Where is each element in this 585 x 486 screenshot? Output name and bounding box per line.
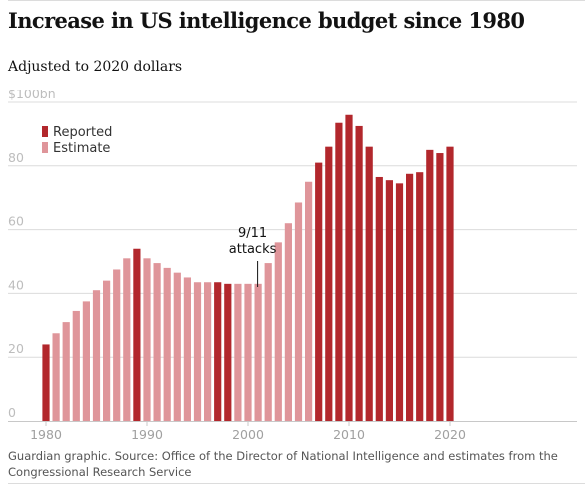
y-tick-label: 80 xyxy=(8,150,24,165)
bar-estimate xyxy=(254,283,262,421)
bar-estimate xyxy=(143,258,151,421)
bar-reported xyxy=(42,344,50,421)
bar-reported xyxy=(395,183,404,421)
chart-title: Increase in US intelligence budget since… xyxy=(8,8,525,33)
bar-reported xyxy=(375,176,383,421)
bar-estimate xyxy=(244,283,252,421)
x-axis-ticks: 1980 1990 2000 2010 2020 xyxy=(30,421,466,442)
y-tick-label: 40 xyxy=(8,277,24,292)
top-rule xyxy=(8,0,585,1)
bar-reported xyxy=(355,125,363,422)
y-tick-label: 20 xyxy=(8,341,24,356)
bar-reported xyxy=(436,153,444,421)
x-tick-label: 1980 xyxy=(30,427,62,442)
chart-subtitle: Adjusted to 2020 dollars xyxy=(8,59,183,75)
x-tick-label: 2010 xyxy=(333,427,365,442)
bar-reported xyxy=(385,180,393,421)
bars xyxy=(42,114,454,422)
bar-estimate xyxy=(103,280,111,421)
bar-reported xyxy=(416,172,424,421)
legend-swatch-reported xyxy=(42,126,48,137)
annotation-text: 9/11 xyxy=(238,226,267,241)
legend-swatch-estimate xyxy=(42,142,48,153)
bar-estimate xyxy=(123,258,131,421)
bar-estimate xyxy=(234,283,242,421)
legend-label-estimate: Estimate xyxy=(53,141,110,156)
y-tick-label: 0 xyxy=(8,405,16,420)
bar-estimate xyxy=(294,202,303,421)
bar-reported xyxy=(426,149,434,421)
bar-estimate xyxy=(92,290,101,421)
y-tick-label: $100bn xyxy=(8,90,56,101)
bar-estimate xyxy=(52,333,60,421)
bar-estimate xyxy=(274,242,282,421)
bar-estimate xyxy=(72,310,80,421)
bar-chart: 0 20 40 60 80 $100bn 1980 1990 2000 2010 2020 Rep… xyxy=(8,90,577,442)
bar-reported xyxy=(224,283,232,421)
bar-estimate xyxy=(284,223,292,421)
bar-reported xyxy=(406,173,414,421)
x-tick-label: 1990 xyxy=(131,427,163,442)
bar-reported xyxy=(214,282,222,421)
bar-estimate xyxy=(305,181,313,421)
x-tick-label: 2000 xyxy=(232,427,264,442)
bar-reported xyxy=(315,162,323,422)
bar-estimate xyxy=(153,263,161,421)
bar-estimate xyxy=(264,263,272,421)
source-note: Guardian graphic. Source: Office of the … xyxy=(8,449,558,479)
bar-reported xyxy=(325,146,333,421)
gridlines xyxy=(8,101,577,422)
bar-reported xyxy=(335,122,343,422)
bar-estimate xyxy=(163,267,171,421)
bar-estimate xyxy=(113,269,121,421)
bottom-rule xyxy=(8,483,585,484)
legend-label-reported: Reported xyxy=(53,125,112,140)
bar-estimate xyxy=(183,277,191,421)
y-axis-ticks: 0 20 40 60 80 $100bn xyxy=(8,90,56,420)
x-tick-label: 2020 xyxy=(434,427,466,442)
bar-estimate xyxy=(62,322,70,421)
bar-estimate xyxy=(204,282,212,421)
bar-estimate xyxy=(82,301,90,422)
bar-reported xyxy=(365,146,373,421)
y-tick-label: 60 xyxy=(8,214,24,229)
annotation-text: attacks xyxy=(229,242,277,257)
bar-reported xyxy=(446,146,454,421)
bar-reported xyxy=(345,114,353,421)
bar-estimate xyxy=(193,282,202,421)
bar-reported xyxy=(133,248,141,421)
bar-estimate xyxy=(173,272,181,421)
